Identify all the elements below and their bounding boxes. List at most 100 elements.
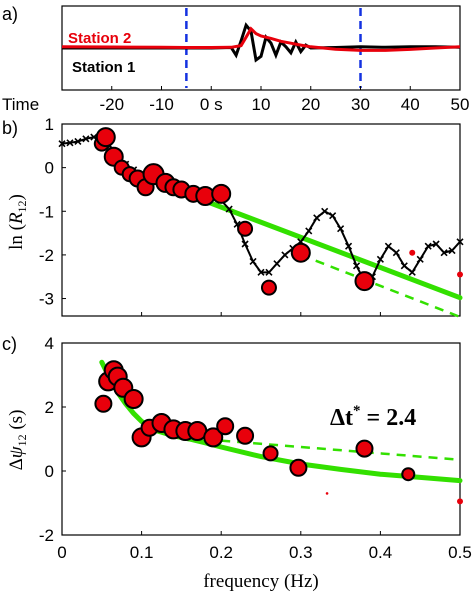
spectral-ratio-marker [257,268,265,276]
phase-delay-point [289,458,308,477]
panel-c-y-tick-label: 0 [45,462,54,481]
panel-c: c) Δψ12 (s) frequency (Hz) 420-2 0 0.1 0.2… [2,334,472,592]
spectral-ratio-marker [273,260,281,268]
panel-b-y-label: ln (R12) [6,194,29,250]
spectral-ratio-marker [82,135,90,143]
spectral-ratio-point [409,249,416,256]
panel-c-x-ticks: 0 0.1 0.2 0.3 0.4 0.5 [57,531,472,562]
phase-delay-point [123,389,144,409]
panel-a-x-tick-label: 20 [301,95,320,114]
phase-delay-point [216,417,235,436]
phase-delay-point [236,426,255,445]
spectral-ratio-marker [384,242,392,250]
panel-a-x-tick-label: 30 [351,95,370,114]
station-2-waveform [61,26,461,52]
panel-c-x-tick-label: 0.5 [448,543,472,562]
panel-c-x-tick-label: 0.4 [369,543,393,562]
panel-a-x-tick-label: 40 [401,95,420,114]
panel-c-y-tick-label: -2 [39,526,54,545]
spectral-ratio-marker [58,140,66,148]
panel-b-y-tick-label: 1 [45,115,54,134]
panel-c-y-label: Δψ12 (s) [6,410,29,471]
spectral-ratio-point [457,271,463,278]
spectral-ratio-marker [352,262,361,270]
spectral-ratio-marker [74,137,82,146]
phase-delay-point [355,439,374,458]
panel-c-x-tick-label: 0.3 [289,543,313,562]
panel-a: a) Station 2 Station 1 Time -20 -10 0 s 10 2… [2,4,469,114]
panel-a-x-tick-label: 50 [451,95,470,114]
panel-b-y-tick-label: -2 [39,246,54,265]
spectral-ratio-marker [416,255,424,263]
spectral-ratio-marker [241,240,249,248]
spectral-ratio-marker [66,139,74,147]
spectral-ratio-marker [376,255,384,263]
spectral-ratio-marker [448,246,456,255]
panel-c-x-tick-label: 0.2 [209,543,233,562]
spectral-ratio-marker [344,242,353,250]
phase-delay-point [401,467,416,482]
panel-c-axes-box [61,342,461,536]
phase-delay-point [457,498,463,505]
delta-t-star-annotation: Δt* = 2.4 [330,403,416,431]
spectral-ratio-marker [281,251,289,259]
panel-b-points [93,127,463,296]
spectral-ratio-marker [337,225,345,233]
panel-a-x-ticks: -20 -10 0 s 10 20 30 40 50 [99,86,469,114]
panel-b-label: b) [2,118,18,138]
spectral-ratio-marker [225,205,233,213]
spectral-ratio-point [211,183,232,204]
panel-c-x-tick-label: 0 [57,543,66,562]
panel-a-x-tick-label: -20 [99,95,124,114]
panel-c-label: c) [2,334,17,354]
spectral-ratio-marker [456,238,464,246]
panel-a-label: a) [2,4,18,24]
phase-delay-point [203,427,224,448]
phase-delay-point [325,492,329,495]
spectral-ratio-marker [440,249,448,257]
panel-b-y-ticks: 1 0 -1 -2 -3 [39,115,66,309]
panel-a-x-tick-label: 10 [252,95,271,114]
frequency-axis-label: frequency (Hz) [203,571,319,592]
fit-line-dashed [300,253,461,319]
spectral-ratio-marker [432,240,440,248]
spectral-ratio-point [290,242,311,263]
legend-station-1: Station 1 [72,59,135,76]
panel-a-x-tick-label: -10 [149,95,174,114]
phase-delay-point [262,445,279,462]
delay-fit-dashed [221,439,461,462]
spectral-ratio-marker [313,214,321,222]
panel-b-axes-box [61,123,461,317]
spectral-ratio-point [260,279,277,296]
spectral-ratio-marker [408,268,416,276]
spectral-ratio-marker [249,257,257,266]
panel-c-x-tick-label: 0.1 [130,543,154,562]
panel-a-x-tick-label: 0 s [200,95,223,114]
legend-station-2: Station 2 [68,30,131,47]
spectral-ratio-marker [424,242,432,250]
panel-b-y-tick-label: 0 [45,159,54,178]
panel-c-y-tick-label: 2 [45,398,54,417]
annotation-value: = 2.4 [361,405,417,431]
panel-b-y-tick-label: -1 [39,202,54,221]
panel-b: b) ln (R12) 1 0 -1 -2 -3 [2,115,464,319]
panel-b-x-ticks [61,312,461,316]
panel-c-y-ticks: 4 2 0 -2 [39,334,66,545]
panel-c-y-tick-label: 4 [45,334,54,353]
spectral-ratio-marker [305,227,313,235]
spectral-ratio-point [237,220,254,237]
spectral-ratio-marker [321,207,329,215]
phase-delay-point [94,394,113,413]
annotation-superscript: * [353,403,361,419]
panel-c-points [94,360,463,505]
spectral-ratio-marker [392,249,400,257]
time-axis-title: Time [2,95,39,114]
spectral-ratio-point [354,271,375,292]
spectral-ratio-marker [265,268,273,276]
spectral-ratio-marker [400,262,408,270]
spectral-ratio-point [95,127,116,148]
spectral-ratio-marker [329,212,337,220]
panel-b-y-tick-label: -3 [39,290,54,309]
annotation-prefix: Δt [330,405,353,431]
